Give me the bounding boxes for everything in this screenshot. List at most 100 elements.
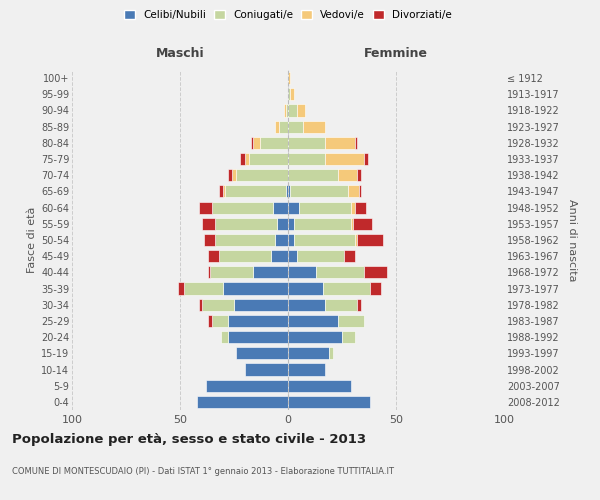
Bar [355, 202, 366, 213]
Bar [364, 153, 368, 165]
Bar [202, 218, 215, 230]
Bar [275, 120, 280, 132]
Bar [288, 234, 295, 246]
Bar [251, 137, 253, 149]
Bar [288, 169, 338, 181]
Bar [241, 153, 245, 165]
Bar [227, 169, 232, 181]
Bar [325, 153, 364, 165]
Text: Maschi: Maschi [155, 48, 205, 60]
Text: Popolazione per età, sesso e stato civile - 2013: Popolazione per età, sesso e stato civil… [12, 432, 366, 446]
Bar [275, 234, 288, 246]
Bar [353, 218, 372, 230]
Bar [288, 396, 370, 408]
Bar [184, 282, 223, 294]
Bar [299, 202, 350, 213]
Bar [350, 202, 355, 213]
Bar [350, 218, 353, 230]
Bar [303, 120, 325, 132]
Bar [226, 186, 286, 198]
Bar [223, 186, 226, 198]
Bar [227, 315, 288, 327]
Bar [325, 137, 355, 149]
Bar [288, 137, 325, 149]
Bar [253, 266, 288, 278]
Bar [290, 88, 295, 101]
Bar [288, 250, 296, 262]
Bar [288, 282, 323, 294]
Bar [288, 104, 296, 117]
Y-axis label: Fasce di età: Fasce di età [26, 207, 37, 273]
Bar [355, 137, 357, 149]
Bar [280, 120, 288, 132]
Bar [288, 266, 316, 278]
Bar [202, 298, 234, 311]
Bar [290, 186, 349, 198]
Bar [288, 331, 342, 343]
Bar [288, 315, 338, 327]
Bar [370, 282, 381, 294]
Bar [227, 331, 288, 343]
Bar [359, 186, 361, 198]
Bar [210, 266, 253, 278]
Bar [260, 137, 288, 149]
Bar [208, 266, 210, 278]
Bar [197, 396, 288, 408]
Bar [271, 250, 288, 262]
Bar [215, 234, 275, 246]
Bar [357, 234, 383, 246]
Bar [236, 169, 288, 181]
Bar [249, 153, 288, 165]
Bar [286, 186, 288, 198]
Text: COMUNE DI MONTESCUDAIO (PI) - Dati ISTAT 1° gennaio 2013 - Elaborazione TUTTITAL: COMUNE DI MONTESCUDAIO (PI) - Dati ISTAT… [12, 468, 394, 476]
Bar [208, 250, 219, 262]
Bar [357, 169, 361, 181]
Bar [219, 186, 223, 198]
Bar [344, 250, 355, 262]
Bar [357, 298, 361, 311]
Bar [284, 104, 286, 117]
Bar [245, 153, 249, 165]
Bar [325, 298, 357, 311]
Bar [329, 348, 334, 360]
Bar [212, 202, 273, 213]
Bar [245, 364, 288, 376]
Bar [296, 104, 305, 117]
Bar [342, 331, 355, 343]
Bar [288, 298, 325, 311]
Bar [178, 282, 184, 294]
Bar [316, 266, 364, 278]
Bar [288, 380, 350, 392]
Y-axis label: Anni di nascita: Anni di nascita [566, 198, 577, 281]
Bar [236, 348, 288, 360]
Bar [273, 202, 288, 213]
Bar [323, 282, 370, 294]
Bar [364, 266, 388, 278]
Bar [288, 153, 325, 165]
Bar [286, 104, 288, 117]
Bar [288, 88, 290, 101]
Bar [234, 298, 288, 311]
Bar [212, 315, 227, 327]
Bar [232, 169, 236, 181]
Bar [288, 202, 299, 213]
Bar [296, 250, 344, 262]
Bar [288, 348, 329, 360]
Bar [223, 282, 288, 294]
Bar [288, 120, 303, 132]
Bar [199, 202, 212, 213]
Bar [288, 72, 290, 84]
Bar [208, 315, 212, 327]
Bar [288, 364, 325, 376]
Bar [295, 234, 355, 246]
Bar [253, 137, 260, 149]
Bar [204, 234, 215, 246]
Bar [288, 186, 290, 198]
Bar [288, 218, 295, 230]
Bar [215, 218, 277, 230]
Bar [219, 250, 271, 262]
Bar [295, 218, 350, 230]
Bar [355, 234, 357, 246]
Bar [206, 380, 288, 392]
Text: Femmine: Femmine [364, 48, 428, 60]
